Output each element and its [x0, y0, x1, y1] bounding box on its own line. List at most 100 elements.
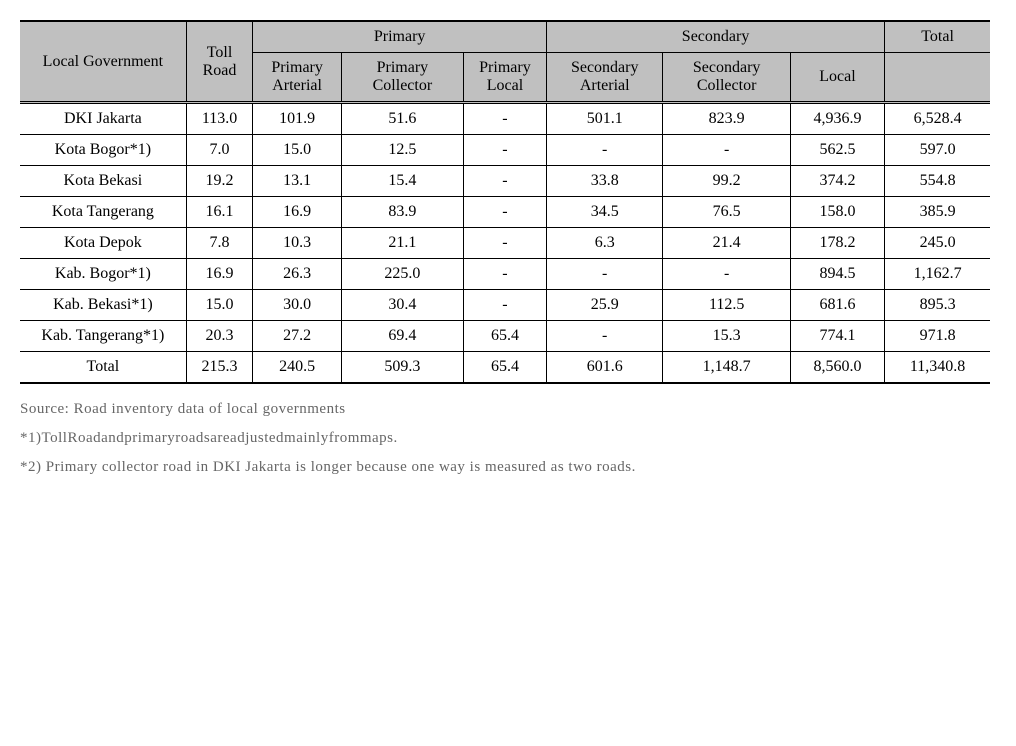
cell-pc: 69.4 [341, 321, 463, 352]
cell-pa: 15.0 [253, 135, 342, 166]
cell-pl: - [463, 259, 546, 290]
table-body: DKI Jakarta 113.0 101.9 51.6 - 501.1 823… [20, 103, 990, 384]
cell-pl: - [463, 103, 546, 135]
road-length-table: Local Government Toll Road Primary Secon… [20, 20, 990, 384]
cell-sa: - [547, 321, 663, 352]
cell-sc: - [663, 259, 790, 290]
cell-pc: 225.0 [341, 259, 463, 290]
cell-sc: 21.4 [663, 228, 790, 259]
cell-toll: 7.8 [186, 228, 253, 259]
table-row: Kab. Bekasi*1) 15.0 30.0 30.4 - 25.9 112… [20, 290, 990, 321]
cell-sa: - [547, 135, 663, 166]
col-local: Local [790, 53, 884, 103]
cell-tot: 385.9 [885, 197, 990, 228]
cell-pa: 26.3 [253, 259, 342, 290]
cell-tot: 597.0 [885, 135, 990, 166]
cell-pc: 30.4 [341, 290, 463, 321]
cell-loc: 4,936.9 [790, 103, 884, 135]
cell-toll: 20.3 [186, 321, 253, 352]
col-group-primary: Primary [253, 21, 547, 53]
cell-sa: 6.3 [547, 228, 663, 259]
table-row: Kab. Bogor*1) 16.9 26.3 225.0 - - - 894.… [20, 259, 990, 290]
table-row-total: Total 215.3 240.5 509.3 65.4 601.6 1,148… [20, 352, 990, 384]
cell-tot: 895.3 [885, 290, 990, 321]
cell-tot: 554.8 [885, 166, 990, 197]
cell-pl: - [463, 197, 546, 228]
cell-pc: 509.3 [341, 352, 463, 384]
cell-toll: 113.0 [186, 103, 253, 135]
cell-sa: 33.8 [547, 166, 663, 197]
cell-sc: 76.5 [663, 197, 790, 228]
col-primary-collector: Primary Collector [341, 53, 463, 103]
cell-pc: 15.4 [341, 166, 463, 197]
cell-gov: Total [20, 352, 186, 384]
cell-gov: Kota Tangerang [20, 197, 186, 228]
cell-toll: 16.1 [186, 197, 253, 228]
col-group-secondary: Secondary [547, 21, 885, 53]
col-total-blank [885, 53, 990, 103]
cell-pl: 65.4 [463, 321, 546, 352]
cell-pl: - [463, 228, 546, 259]
cell-sa: 34.5 [547, 197, 663, 228]
cell-pl: - [463, 166, 546, 197]
table-row: Kota Tangerang 16.1 16.9 83.9 - 34.5 76.… [20, 197, 990, 228]
cell-tot: 11,340.8 [885, 352, 990, 384]
cell-tot: 971.8 [885, 321, 990, 352]
cell-pa: 10.3 [253, 228, 342, 259]
cell-tot: 1,162.7 [885, 259, 990, 290]
table-row: Kota Bogor*1) 7.0 15.0 12.5 - - - 562.5 … [20, 135, 990, 166]
cell-sc: - [663, 135, 790, 166]
cell-loc: 774.1 [790, 321, 884, 352]
cell-pa: 240.5 [253, 352, 342, 384]
table-row: Kab. Tangerang*1) 20.3 27.2 69.4 65.4 - … [20, 321, 990, 352]
cell-sa: 25.9 [547, 290, 663, 321]
cell-loc: 894.5 [790, 259, 884, 290]
cell-gov: Kab. Bogor*1) [20, 259, 186, 290]
cell-tot: 245.0 [885, 228, 990, 259]
table-row: Kota Bekasi 19.2 13.1 15.4 - 33.8 99.2 3… [20, 166, 990, 197]
cell-sa: 601.6 [547, 352, 663, 384]
table-header: Local Government Toll Road Primary Secon… [20, 21, 990, 103]
cell-gov: Kab. Bekasi*1) [20, 290, 186, 321]
cell-gov: Kab. Tangerang*1) [20, 321, 186, 352]
col-local-gov: Local Government [20, 21, 186, 103]
cell-loc: 374.2 [790, 166, 884, 197]
cell-gov: Kota Bekasi [20, 166, 186, 197]
cell-toll: 15.0 [186, 290, 253, 321]
footnotes: Source: Road inventory data of local gov… [20, 396, 996, 481]
col-primary-local: Primary Local [463, 53, 546, 103]
cell-sc: 15.3 [663, 321, 790, 352]
note-1: *1)TollRoadandprimaryroadsareadjustedmai… [20, 425, 996, 452]
cell-pc: 83.9 [341, 197, 463, 228]
cell-tot: 6,528.4 [885, 103, 990, 135]
cell-pl: - [463, 135, 546, 166]
note-source: Source: Road inventory data of local gov… [20, 396, 996, 423]
cell-sc: 99.2 [663, 166, 790, 197]
cell-pa: 101.9 [253, 103, 342, 135]
cell-pa: 30.0 [253, 290, 342, 321]
cell-pa: 13.1 [253, 166, 342, 197]
cell-pa: 27.2 [253, 321, 342, 352]
cell-loc: 178.2 [790, 228, 884, 259]
col-toll-road: Toll Road [186, 21, 253, 103]
cell-loc: 158.0 [790, 197, 884, 228]
table-row: DKI Jakarta 113.0 101.9 51.6 - 501.1 823… [20, 103, 990, 135]
cell-gov: Kota Bogor*1) [20, 135, 186, 166]
cell-toll: 16.9 [186, 259, 253, 290]
cell-pl: 65.4 [463, 352, 546, 384]
col-primary-arterial: Primary Arterial [253, 53, 342, 103]
cell-sc: 112.5 [663, 290, 790, 321]
cell-sa: - [547, 259, 663, 290]
cell-pa: 16.9 [253, 197, 342, 228]
note-2: *2) Primary collector road in DKI Jakart… [20, 454, 996, 481]
cell-loc: 562.5 [790, 135, 884, 166]
cell-toll: 19.2 [186, 166, 253, 197]
table-row: Kota Depok 7.8 10.3 21.1 - 6.3 21.4 178.… [20, 228, 990, 259]
cell-sc: 1,148.7 [663, 352, 790, 384]
cell-pc: 21.1 [341, 228, 463, 259]
cell-toll: 215.3 [186, 352, 253, 384]
cell-pl: - [463, 290, 546, 321]
cell-gov: DKI Jakarta [20, 103, 186, 135]
cell-toll: 7.0 [186, 135, 253, 166]
cell-sc: 823.9 [663, 103, 790, 135]
